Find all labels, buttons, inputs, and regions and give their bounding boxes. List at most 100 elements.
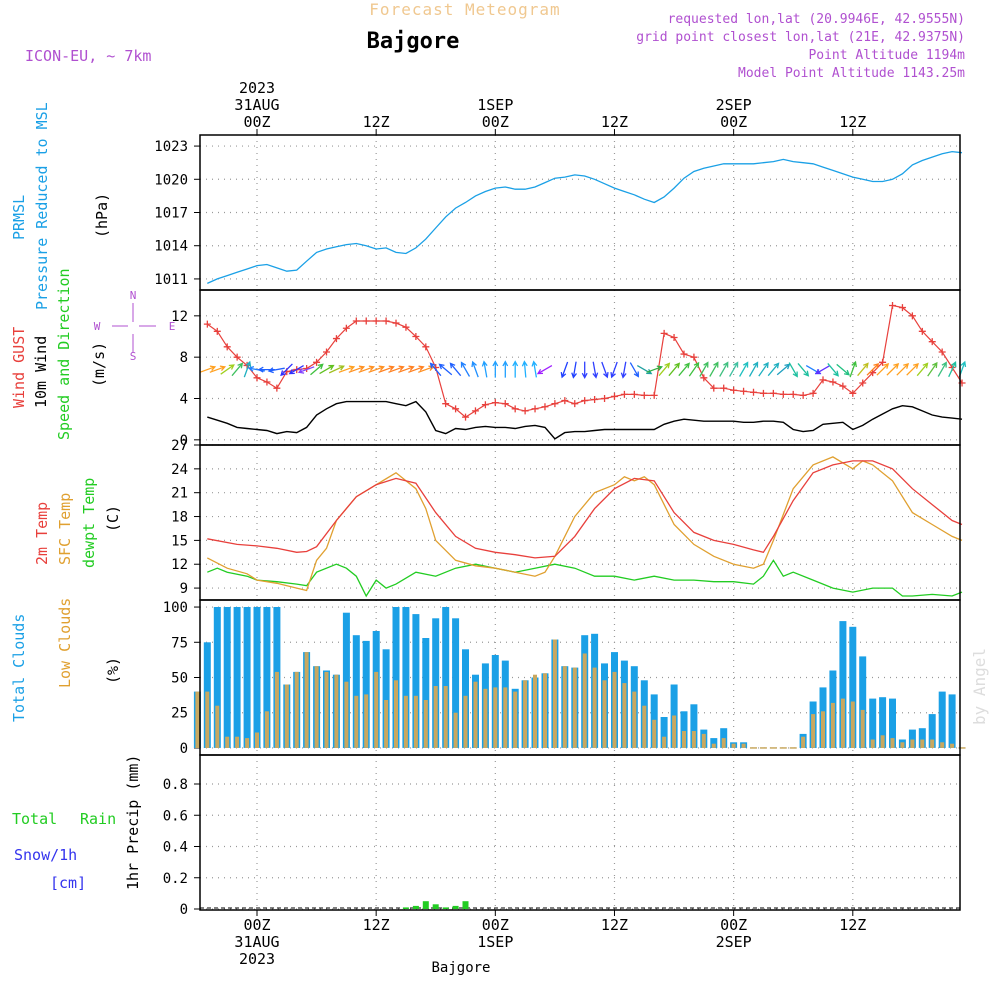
wind-arrow (581, 361, 588, 379)
wind-arrow (338, 365, 356, 373)
credit-label: by Angel (970, 648, 989, 725)
grid-point-coords: grid point closest lon,lat (21E, 42.9375… (636, 30, 965, 45)
gust-marker (422, 343, 430, 351)
gust-marker (769, 389, 777, 397)
time-label-bottom: 12Z (363, 916, 390, 934)
low-cloud-bar (463, 695, 468, 748)
tick-label: 4 (180, 392, 188, 408)
low-cloud-bar (453, 712, 458, 748)
total-cloud-bar (839, 621, 847, 748)
gust-marker (740, 387, 748, 395)
wind-arrow (849, 360, 857, 378)
wind-arrow (948, 361, 957, 378)
wind-arrow (776, 363, 791, 376)
chart-layers: 1011101410171020102304812912151821242702… (154, 79, 967, 968)
panel-4 (256, 755, 854, 910)
wind-arrow (378, 365, 395, 373)
dewpt-line (207, 559, 963, 598)
total-cloud-bar (889, 698, 896, 748)
low-cloud-bar (662, 736, 667, 748)
low-cloud-bar (741, 743, 746, 748)
gust-marker (908, 312, 916, 320)
compass-rose: N W E S (94, 289, 176, 363)
tick-label: 1014 (154, 239, 188, 255)
tick-label: 1011 (154, 272, 188, 288)
tick-label: 27 (171, 438, 188, 454)
precip-labels: Total Rain Snow/1h [cm] 1hr Precip (mm) (12, 755, 142, 892)
wind-arrow (209, 365, 227, 373)
low-cloud-bar (950, 743, 955, 748)
time-label-bottom: 2023 (239, 950, 275, 968)
tick-label: 0.6 (163, 808, 188, 824)
gust-marker (481, 401, 489, 409)
wind-arrow (398, 365, 415, 373)
wind-arrow (620, 361, 627, 379)
compass-w: W (94, 320, 101, 333)
rain-bar (432, 904, 439, 909)
wind-arrow (358, 365, 375, 373)
rain-label: Rain (80, 810, 116, 828)
low-cloud-bar (513, 691, 518, 748)
temp-labels: 2m Temp SFC Temp dewpt Temp (C) (33, 478, 122, 568)
low-cloud-bar (562, 666, 567, 748)
low-cloud-bar (672, 715, 677, 748)
low-cloud-bar (354, 695, 359, 748)
low-clouds-label: Low Clouds (56, 598, 74, 688)
rain-bars (402, 901, 469, 909)
gust-marker (650, 391, 658, 399)
wind-arrow (709, 361, 719, 377)
wind-arrow (512, 360, 519, 378)
wind-arrow (886, 362, 900, 376)
wind-arrows (199, 360, 967, 379)
wind-arrow (492, 360, 499, 378)
total-cloud-bar (948, 694, 956, 748)
tick-label: 0.8 (163, 777, 188, 793)
time-label-bottom: 1SEP (477, 933, 513, 951)
tick-label: 100 (163, 600, 188, 616)
total-cloud-bar (680, 711, 688, 748)
wind-arrow (460, 361, 471, 377)
time-label-top: 12Z (839, 113, 866, 131)
tick-label: 50 (171, 671, 188, 687)
total-cloud-bar (710, 738, 718, 748)
low-cloud-bar (443, 686, 448, 748)
tick-label: 18 (171, 510, 188, 526)
low-cloud-bar (294, 671, 299, 748)
wind-arrow (827, 362, 839, 377)
low-cloud-bar (225, 736, 230, 748)
gust-marker (879, 358, 887, 366)
gust-marker (601, 395, 609, 402)
wind-arrow (267, 367, 285, 374)
gust-marker (591, 396, 599, 404)
time-label-bottom: 00Z (243, 916, 270, 934)
gust-marker (690, 353, 698, 361)
low-cloud-bar (830, 702, 835, 748)
total-cloud-bar (452, 618, 460, 748)
wind-unit: (m/s) (90, 342, 108, 387)
gust-marker (531, 405, 539, 413)
gust-marker (660, 329, 668, 337)
wind-arrow (231, 362, 244, 377)
total-cloud-bar (869, 698, 877, 748)
wind-arrow (429, 362, 442, 377)
wind10m-line (207, 400, 963, 440)
total-cloud-bar (690, 704, 698, 748)
low-cloud-bar (394, 680, 398, 748)
gust-marker (859, 379, 867, 387)
rain-bar (412, 905, 419, 909)
gust-marker (203, 320, 211, 328)
temp-unit: (C) (104, 505, 122, 532)
time-label-bottom: 2SEP (716, 933, 752, 951)
low-cloud-bar (255, 732, 259, 748)
gust-marker (452, 405, 460, 413)
low-cloud-bar (701, 733, 706, 748)
gust-label: Wind GUST (10, 327, 28, 408)
total-cloud-bar (422, 638, 430, 748)
gust-marker (918, 327, 926, 335)
tick-label: 12 (171, 557, 188, 573)
low-cloud-bar (682, 731, 686, 748)
snow-unit-label: [cm] (50, 874, 86, 892)
wind-arrow (678, 362, 690, 377)
tick-label: 0.2 (163, 871, 188, 887)
